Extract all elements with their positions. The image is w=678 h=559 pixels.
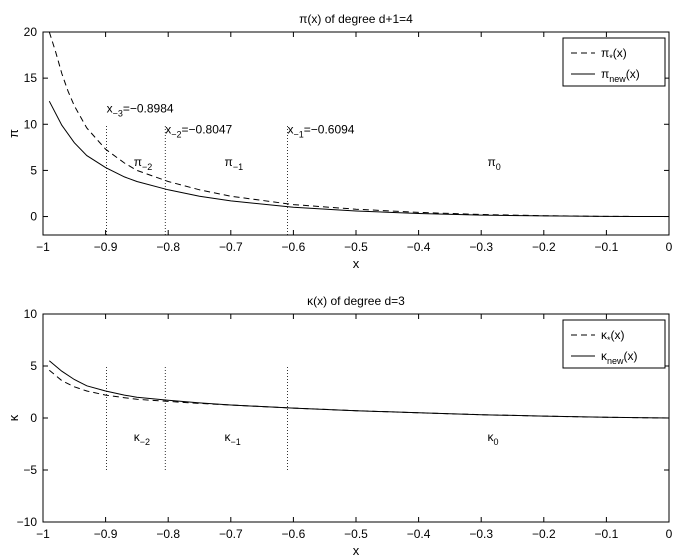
legend-label-text-main: π bbox=[601, 46, 609, 60]
annotation: κ−1 bbox=[225, 430, 241, 447]
x-tick-label: −0.8 bbox=[156, 240, 180, 254]
annotation-text-sub: 0 bbox=[496, 162, 501, 172]
x-tick-label: −0.7 bbox=[219, 527, 243, 541]
annotation: κ0 bbox=[487, 430, 498, 447]
annotation: x−2=−0.8047 bbox=[165, 123, 232, 140]
y-axis-label: π bbox=[6, 129, 21, 138]
x-tick-label: −0.3 bbox=[469, 527, 493, 541]
y-tick-label: 0 bbox=[30, 411, 37, 425]
series-line-new bbox=[48, 100, 669, 217]
x-tick-label: 0 bbox=[666, 240, 673, 254]
x-tick-label: −0.2 bbox=[532, 240, 556, 254]
y-tick-label: 10 bbox=[24, 117, 38, 131]
x-tick-label: −0.5 bbox=[344, 527, 368, 541]
x-tick-label: −0.6 bbox=[282, 240, 306, 254]
legend-label-text-sub: * bbox=[607, 335, 611, 345]
pi-panel: −1 −0.9 −0.8 −0.7 −0.6 −0.5 −0.4 −0.3 −0.2 −0.1 0 0… bbox=[6, 12, 673, 271]
legend-label-text-sub: new bbox=[609, 74, 626, 84]
x-tick-label: −0.2 bbox=[532, 527, 556, 541]
legend-box bbox=[562, 37, 666, 87]
annotation-text-main: π bbox=[487, 155, 495, 169]
y-tick-label: 5 bbox=[30, 163, 37, 177]
x-tick-label: −1 bbox=[36, 527, 50, 541]
y-axis-label: κ bbox=[6, 414, 21, 421]
annotation-text-sub: −3 bbox=[113, 108, 123, 118]
legend-label-text-sub: new bbox=[607, 356, 624, 366]
annotation-text-main: κ bbox=[134, 430, 141, 444]
y-tick-label: 0 bbox=[30, 210, 37, 224]
legend-label-text-main: κ bbox=[601, 328, 608, 342]
annotation: x−1=−0.6094 bbox=[288, 123, 355, 140]
legend-label-text-rest: (x) bbox=[624, 349, 638, 363]
x-tick-label: −1 bbox=[36, 240, 50, 254]
x-tick-label: −0.1 bbox=[595, 240, 619, 254]
legend-label: κ*(x) bbox=[601, 328, 625, 345]
x-axis-label: x bbox=[353, 543, 360, 558]
legend-label-text-sub: * bbox=[609, 53, 613, 63]
annotation-text-main: x bbox=[288, 123, 294, 137]
legend-label: κnew(x) bbox=[601, 349, 638, 366]
legend-label-text-main: π bbox=[601, 67, 609, 81]
annotation-text-sub: −2 bbox=[142, 162, 152, 172]
annotation-text-main: κ bbox=[225, 430, 232, 444]
annotation-text-sub: −1 bbox=[233, 162, 243, 172]
series-line-new bbox=[48, 360, 669, 419]
annotation-text-main: π bbox=[134, 155, 142, 169]
x-tick-label: −0.8 bbox=[156, 527, 180, 541]
y-tick-label: 15 bbox=[24, 71, 38, 85]
annotation-text-rest: =−0.8984 bbox=[123, 101, 174, 115]
x-tick-label: −0.1 bbox=[595, 527, 619, 541]
annotation: π0 bbox=[487, 155, 500, 172]
x-tick-label: 0 bbox=[666, 527, 673, 541]
x-axis-label: x bbox=[353, 256, 360, 271]
y-tick-label: 10 bbox=[24, 307, 38, 321]
y-tick-label: 20 bbox=[24, 25, 38, 39]
annotation: x−3=−0.8984 bbox=[107, 101, 174, 118]
annotation-text-main: x bbox=[165, 123, 171, 137]
x-tick-label: −0.4 bbox=[407, 240, 431, 254]
annotation: π−1 bbox=[225, 155, 244, 172]
legend-label: π*(x) bbox=[601, 46, 627, 63]
legend-label-text-rest: (x) bbox=[613, 46, 627, 60]
x-tick-label: −0.4 bbox=[407, 527, 431, 541]
chart-title: π(x) of degree d+1=4 bbox=[299, 12, 413, 26]
legend-box bbox=[562, 319, 666, 369]
annotation-text-rest: =−0.6094 bbox=[304, 123, 355, 137]
annotation-text-sub: 0 bbox=[493, 437, 498, 447]
legend-label-text-rest: (x) bbox=[626, 67, 640, 81]
x-tick-label: −0.6 bbox=[282, 527, 306, 541]
y-tick-label: 5 bbox=[30, 359, 37, 373]
annotation: π−2 bbox=[134, 155, 153, 172]
annotation: κ−2 bbox=[134, 430, 150, 447]
annotation-text-sub: −1 bbox=[294, 130, 304, 140]
kappa-panel: −1 −0.9 −0.8 −0.7 −0.6 −0.5 −0.4 −0.3 −0.2 −0.1 0 −… bbox=[6, 294, 673, 558]
x-tick-label: −0.9 bbox=[94, 527, 118, 541]
legend-label-text-rest: (x) bbox=[611, 328, 625, 342]
annotation-text-main: x bbox=[107, 101, 113, 115]
annotation-text-main: π bbox=[225, 155, 233, 169]
x-tick-label: −0.3 bbox=[469, 240, 493, 254]
x-tick-label: −0.7 bbox=[219, 240, 243, 254]
x-tick-label: −0.5 bbox=[344, 240, 368, 254]
annotation-text-main: κ bbox=[487, 430, 494, 444]
chart-title: κ(x) of degree d=3 bbox=[307, 294, 405, 308]
y-tick-label: −10 bbox=[17, 515, 38, 529]
x-tick-label: −0.9 bbox=[94, 240, 118, 254]
annotation-text-sub: −2 bbox=[171, 130, 181, 140]
series-line-star bbox=[48, 32, 669, 217]
annotation-text-sub: −2 bbox=[140, 437, 150, 447]
legend: π*(x)πnew(x) bbox=[562, 37, 666, 87]
y-tick-label: −5 bbox=[23, 463, 37, 477]
annotation-text-rest: =−0.8047 bbox=[182, 123, 233, 137]
legend-label-text-main: κ bbox=[601, 349, 608, 363]
annotation-text-sub: −1 bbox=[231, 437, 241, 447]
legend: κ*(x)κnew(x) bbox=[562, 319, 666, 369]
legend-label: πnew(x) bbox=[601, 67, 640, 84]
